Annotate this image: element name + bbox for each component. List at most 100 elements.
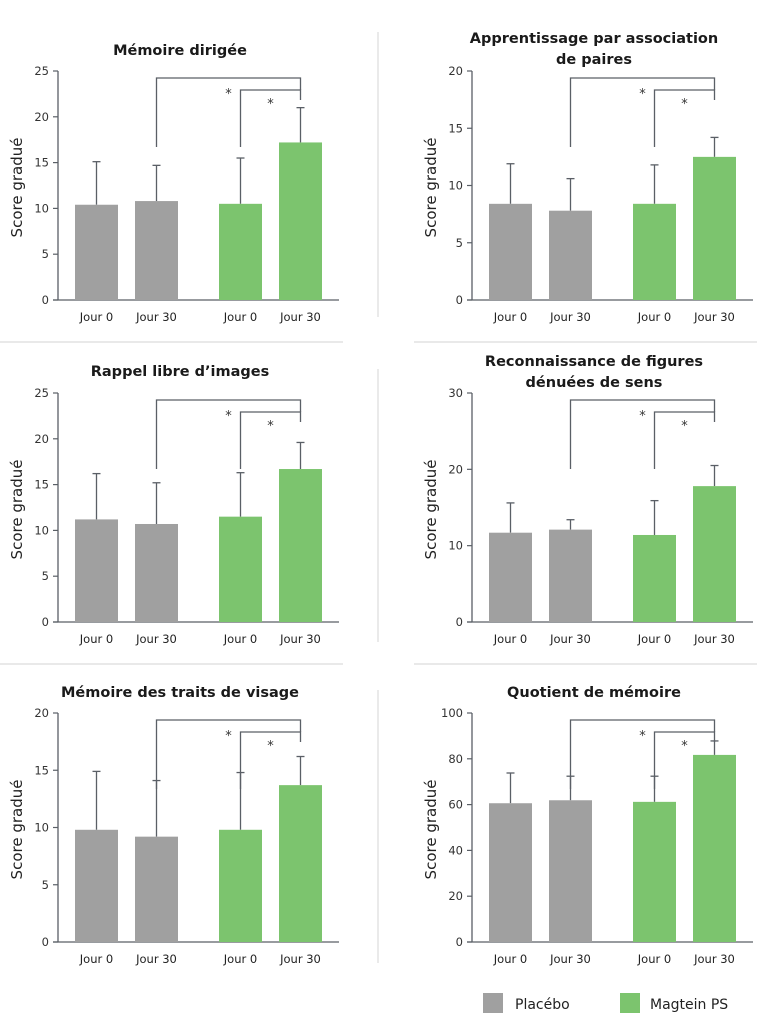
bar-placebo-jour-30 (135, 523, 178, 622)
bar-magtein-jour-30 (279, 469, 322, 622)
y-tick-label: 40 (448, 843, 463, 857)
y-tick-label: 0 (456, 935, 463, 949)
y-tick-label: 100 (441, 706, 463, 720)
x-tick-label: Jour 0 (637, 310, 671, 324)
y-tick-label: 5 (42, 247, 49, 261)
x-tick-label: Jour 30 (549, 632, 591, 646)
bar-magtein-jour-30 (693, 156, 736, 300)
significance-star-inner: * (267, 419, 274, 434)
y-axis-label: Score gradué (422, 138, 440, 238)
significance-bracket-outer (569, 77, 716, 147)
y-axis-label: Score gradué (8, 460, 26, 560)
y-tick-label: 30 (448, 386, 463, 400)
x-tick-label: Jour 0 (493, 310, 527, 324)
y-axis-label: Score gradué (8, 138, 26, 238)
bar-magtein-jour-0 (219, 516, 262, 622)
y-tick-label: 0 (42, 615, 49, 629)
x-tick-label: Jour 0 (493, 952, 527, 966)
y-tick-label: 0 (42, 935, 49, 949)
significance-bracket-inner (239, 89, 302, 147)
y-tick-label: 20 (34, 110, 49, 124)
y-tick-label: 5 (456, 236, 463, 250)
x-tick-label: Jour 30 (135, 310, 177, 324)
y-axis-label: Score gradué (8, 780, 26, 880)
significance-bracket-inner (653, 89, 716, 147)
chart-panel-3: Rappel libre d’images Score gradué 0 5 10 15 2… (8, 364, 339, 646)
y-tick-label: 10 (34, 201, 49, 215)
bar-placebo-jour-30 (135, 836, 178, 942)
panel-separators (0, 32, 757, 963)
y-tick-label: 20 (34, 432, 49, 446)
chart-title: Mémoire des traits de visage (61, 685, 299, 701)
significance-star-outer: * (639, 409, 646, 424)
y-tick-label: 10 (34, 523, 49, 537)
significance-bracket-outer (155, 77, 302, 147)
y-tick-label: 0 (42, 293, 49, 307)
bar-placebo-jour-30 (549, 529, 592, 622)
significance-bracket-inner (239, 411, 302, 469)
significance-star-outer: * (639, 729, 646, 744)
bar-magtein-jour-30 (693, 754, 736, 942)
legend-swatch-magtein (620, 993, 640, 1013)
y-tick-label: 20 (448, 462, 463, 476)
significance-star-outer: * (225, 409, 232, 424)
y-tick-label: 5 (42, 878, 49, 892)
y-tick-label: 15 (34, 763, 49, 777)
y-tick-label: 80 (448, 752, 463, 766)
x-tick-label: Jour 0 (79, 632, 113, 646)
y-tick-label: 20 (34, 706, 49, 720)
y-tick-label: 15 (34, 156, 49, 170)
bar-placebo-jour-0 (75, 204, 118, 300)
x-tick-label: Jour 0 (223, 952, 257, 966)
bar-placebo-jour-30 (135, 201, 178, 300)
y-tick-label: 0 (456, 615, 463, 629)
significance-bracket-inner (239, 731, 302, 789)
bar-magtein-jour-0 (633, 801, 676, 942)
significance-bracket-outer (155, 719, 302, 789)
significance-bracket-outer (569, 719, 716, 789)
bar-magtein-jour-30 (693, 486, 736, 622)
x-tick-label: Jour 30 (549, 952, 591, 966)
y-tick-label: 60 (448, 798, 463, 812)
x-tick-label: Jour 30 (549, 310, 591, 324)
significance-bracket-inner (653, 411, 716, 469)
chart-title: Mémoire dirigée (113, 43, 247, 59)
chart-title: Reconnaissance de figures (485, 354, 703, 370)
significance-star-inner: * (681, 97, 688, 112)
y-tick-label: 0 (456, 293, 463, 307)
legend-swatch-placebo (483, 993, 503, 1013)
bar-magtein-jour-0 (219, 203, 262, 300)
legend-label-placebo: Placébo (515, 997, 570, 1013)
legend: Placébo Magtein PS (483, 993, 728, 1013)
significance-bracket-outer (155, 399, 302, 469)
significance-star-outer: * (225, 87, 232, 102)
x-tick-label: Jour 0 (493, 632, 527, 646)
y-tick-label: 20 (448, 889, 463, 903)
significance-star-outer: * (639, 87, 646, 102)
y-tick-label: 15 (34, 478, 49, 492)
significance-star-inner: * (267, 97, 274, 112)
charts-container: Mémoire dirigée Score gradué 0 5 10 15 20 25 Jou… (8, 31, 753, 966)
x-tick-label: Jour 0 (79, 310, 113, 324)
x-tick-label: Jour 30 (279, 952, 321, 966)
significance-star-inner: * (681, 419, 688, 434)
bar-placebo-jour-0 (75, 829, 118, 942)
x-tick-label: Jour 30 (693, 632, 735, 646)
y-tick-label: 20 (448, 64, 463, 78)
x-tick-label: Jour 30 (135, 632, 177, 646)
y-axis-label: Score gradué (422, 780, 440, 880)
significance-star-inner: * (681, 739, 688, 754)
bar-placebo-jour-30 (549, 800, 592, 942)
x-tick-label: Jour 0 (637, 952, 671, 966)
bar-placebo-jour-0 (489, 203, 532, 300)
chart-title: dénuées de sens (526, 375, 663, 391)
bar-placebo-jour-0 (489, 532, 532, 622)
chart-title: de paires (556, 52, 632, 68)
chart-panel-6: Quotient de mémoire Score gradué 0 20 40 60 80… (422, 685, 753, 966)
bar-placebo-jour-0 (489, 803, 532, 942)
significance-star-inner: * (267, 739, 274, 754)
x-tick-label: Jour 30 (693, 310, 735, 324)
y-tick-label: 10 (34, 821, 49, 835)
x-tick-label: Jour 0 (637, 632, 671, 646)
